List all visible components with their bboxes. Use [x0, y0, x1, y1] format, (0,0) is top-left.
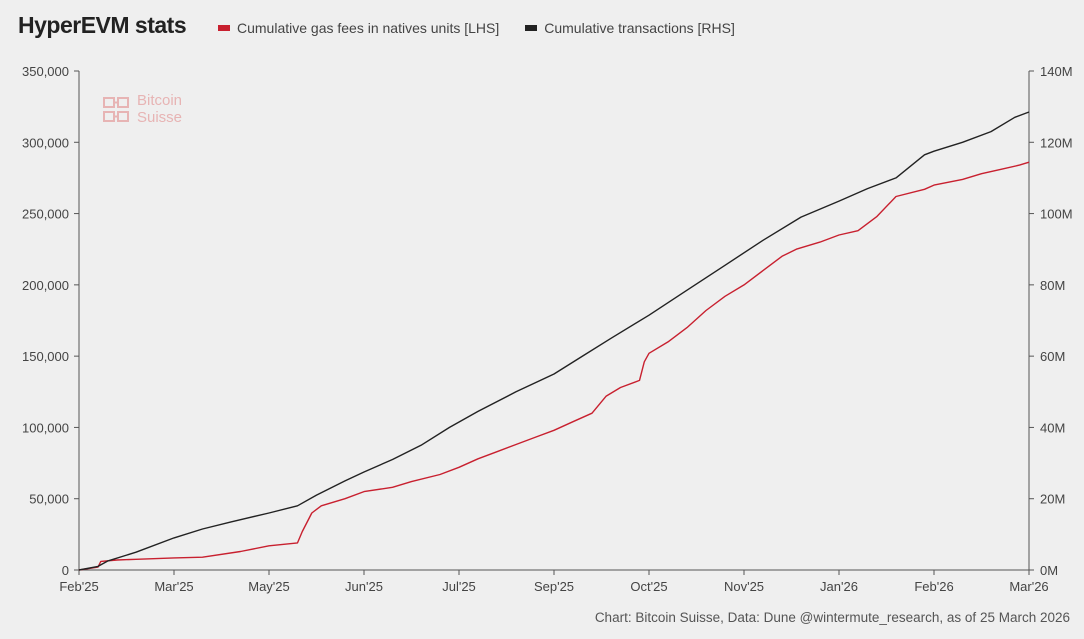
x-tick-label: Feb'26	[914, 579, 953, 594]
watermark-line2: Suisse	[137, 109, 183, 126]
right-tick-label: 80M	[1040, 278, 1065, 293]
left-tick-label: 300,000	[22, 135, 69, 150]
right-tick-label: 100M	[1040, 207, 1073, 222]
right-tick-label: 60M	[1040, 349, 1065, 364]
right-tick-label: 20M	[1040, 492, 1065, 507]
left-tick-label: 200,000	[22, 278, 69, 293]
right-tick-label: 140M	[1040, 64, 1073, 79]
right-tick-label: 0M	[1040, 563, 1058, 578]
right-tick-label: 120M	[1040, 135, 1073, 150]
x-tick-label: Sep'25	[534, 579, 574, 594]
x-tick-label: Nov'25	[724, 579, 764, 594]
x-tick-label: Mar'26	[1009, 579, 1048, 594]
x-tick-label: Jan'26	[820, 579, 858, 594]
legend-item-gas-fees: Cumulative gas fees in natives units [LH…	[218, 20, 499, 36]
x-tick-label: Oct'25	[630, 579, 667, 594]
transactions-series-line	[78, 111, 1030, 571]
x-tick-label: May'25	[248, 579, 290, 594]
left-tick-label: 350,000	[22, 64, 69, 79]
left-tick-label: 250,000	[22, 207, 69, 222]
left-tick-label: 50,000	[29, 492, 69, 507]
watermark-logo: Bitcoin Suisse	[103, 92, 182, 126]
chart-title: HyperEVM stats	[18, 12, 187, 38]
left-tick-label: 0	[62, 563, 69, 578]
bitcoin-suisse-logo-icon	[103, 96, 129, 108]
legend-item-transactions: Cumulative transactions [RHS]	[525, 20, 735, 36]
x-tick-label: Jul'25	[442, 579, 476, 594]
x-tick-label: Mar'25	[154, 579, 193, 594]
legend-swatch-transactions	[525, 25, 538, 31]
gas-fees-series-line	[78, 161, 1030, 571]
x-tick-label: Feb'25	[59, 579, 98, 594]
bitcoin-suisse-logo-icon-lower	[103, 110, 129, 122]
left-tick-label: 150,000	[22, 349, 69, 364]
x-tick-label: Jun'25	[345, 579, 383, 594]
legend-label-transactions: Cumulative transactions [RHS]	[544, 20, 735, 36]
right-tick-label: 40M	[1040, 420, 1065, 435]
watermark-line1: Bitcoin	[137, 92, 183, 109]
source-note: Chart: Bitcoin Suisse, Data: Dune @winte…	[594, 610, 1070, 625]
legend: Cumulative gas fees in natives units [LH…	[218, 20, 735, 36]
legend-label-gas-fees: Cumulative gas fees in natives units [LH…	[237, 20, 500, 36]
left-tick-label: 100,000	[22, 420, 69, 435]
legend-swatch-gas-fees	[218, 25, 230, 31]
